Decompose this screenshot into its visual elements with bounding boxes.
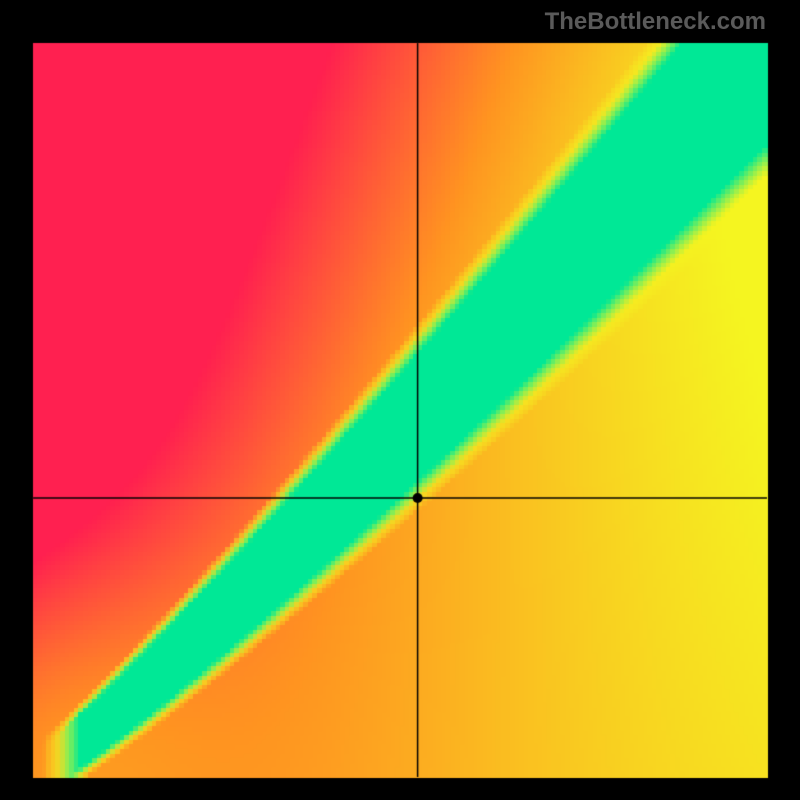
chart-container: TheBottleneck.com [0,0,800,800]
watermark-text: TheBottleneck.com [545,8,766,36]
heatmap-canvas [0,0,800,800]
